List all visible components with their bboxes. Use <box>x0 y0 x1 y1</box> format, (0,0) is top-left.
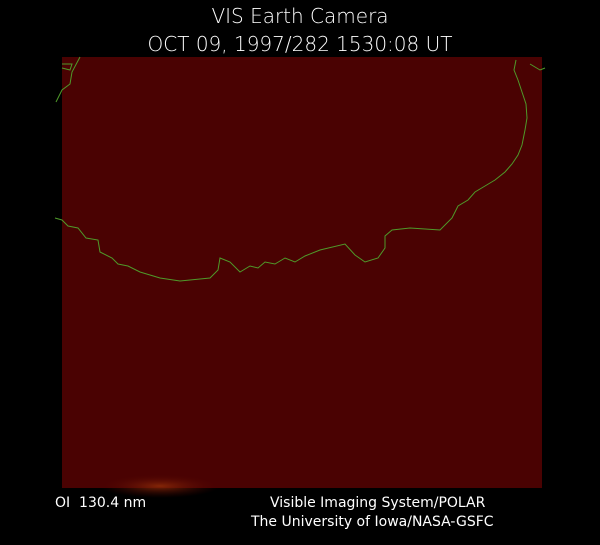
filter-label: OI 130.4 nm <box>55 495 146 511</box>
instrument-label: Visible Imaging System/POLAR <box>270 495 486 511</box>
coastline <box>54 56 546 282</box>
camera-image <box>62 57 542 488</box>
subtitle: OCT 09, 1997/282 1530:08 UT <box>148 32 453 56</box>
institution-label: The University of Iowa/NASA-GSFC <box>250 514 494 530</box>
aurora-glow <box>100 474 220 498</box>
title: VIS Earth Camera <box>211 4 388 28</box>
